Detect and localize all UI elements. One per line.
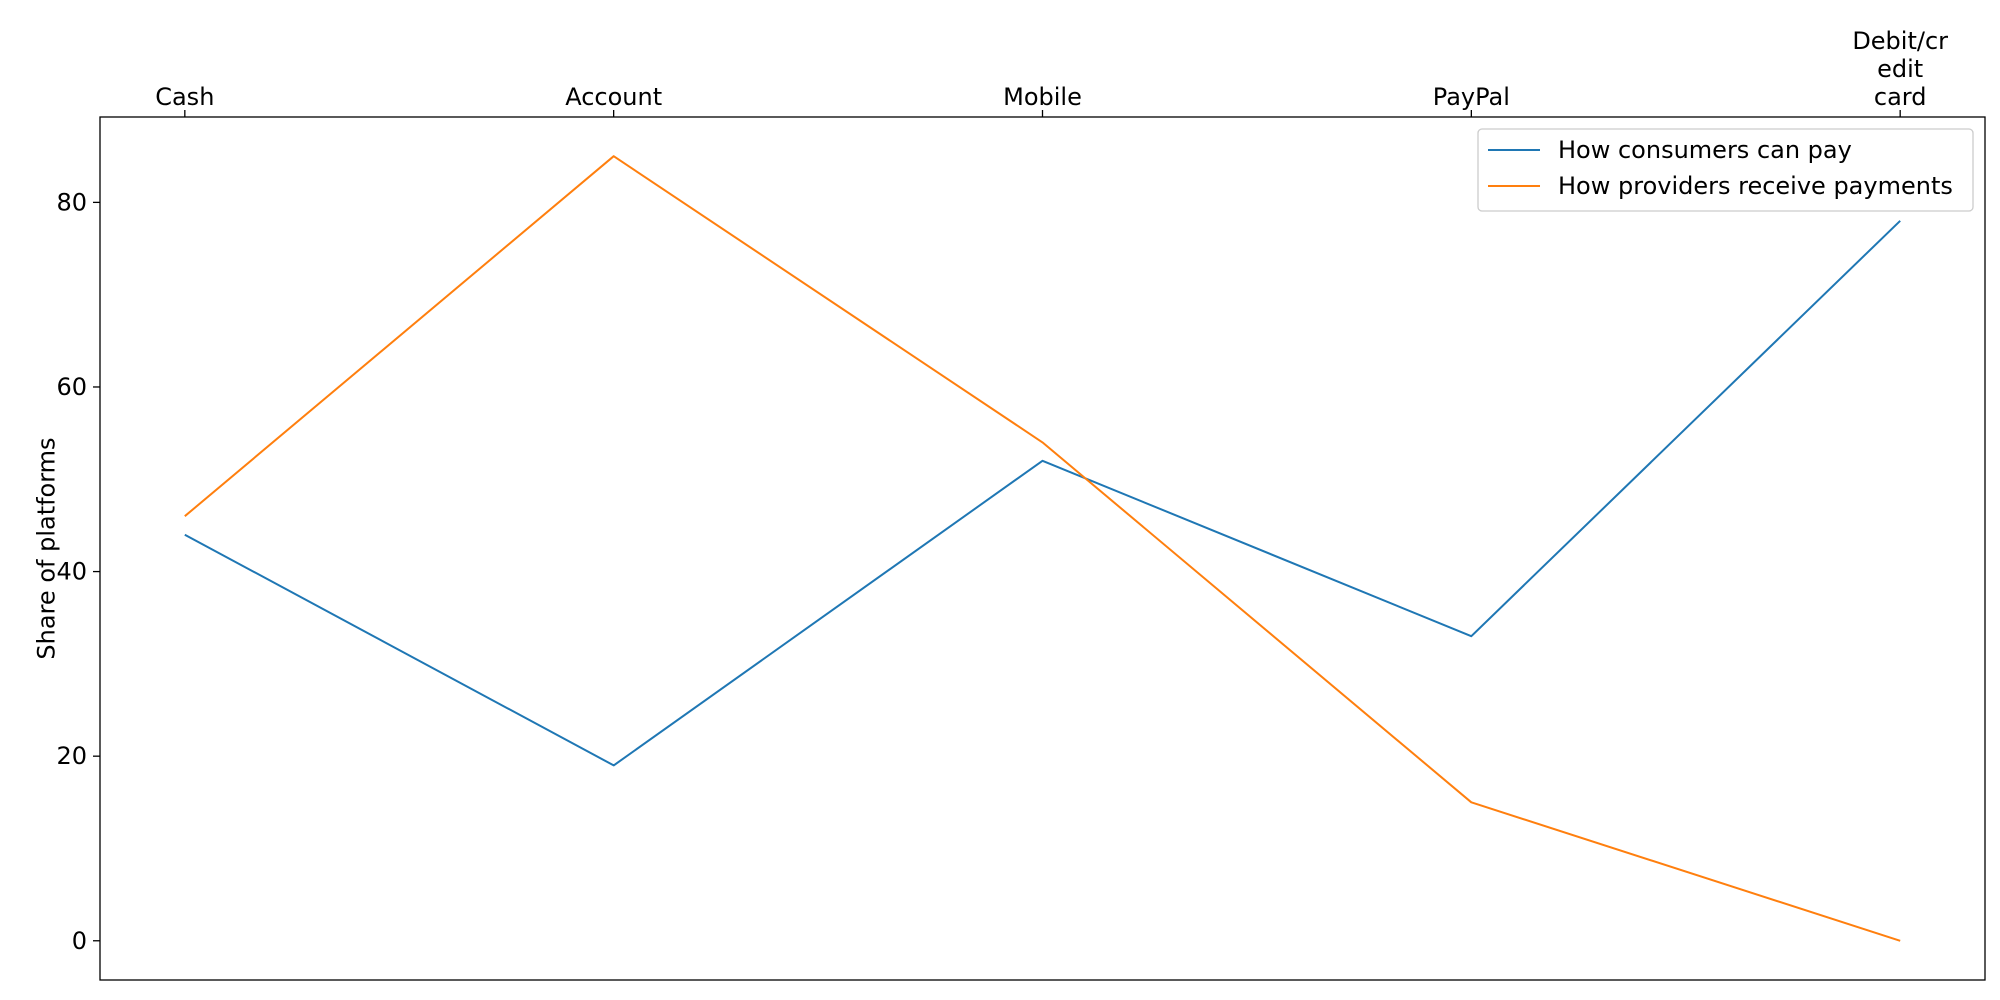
legend: How consumers can pay How providers recei…	[1477, 128, 1974, 212]
x-tick-label: Debit/cr	[1852, 27, 1948, 55]
y-tick-label: 40	[56, 558, 87, 586]
y-axis-title: Share of platforms	[32, 437, 60, 659]
y-tick-label: 60	[56, 373, 87, 401]
x-tick-label: Cash	[155, 83, 214, 111]
y-tick-label: 0	[72, 927, 87, 955]
x-tick-label: PayPal	[1433, 83, 1510, 111]
legend-label-1: How consumers can pay	[1558, 136, 1852, 164]
x-tick-label: Mobile	[1003, 83, 1082, 111]
x-tick-label: Account	[565, 83, 662, 111]
y-tick-label: 20	[56, 742, 87, 770]
y-tick-label: 80	[56, 188, 87, 216]
series-line-1	[184, 220, 1901, 767]
x-tick-label: edit	[1877, 55, 1923, 83]
legend-label-2: How providers receive payments	[1558, 172, 1953, 200]
series-line-2	[184, 155, 1901, 942]
x-tick-label: card	[1874, 83, 1927, 111]
legend-box	[1477, 128, 1974, 212]
y-axis: 0 20 40 60 80	[56, 188, 100, 955]
series-layer	[184, 155, 1901, 942]
